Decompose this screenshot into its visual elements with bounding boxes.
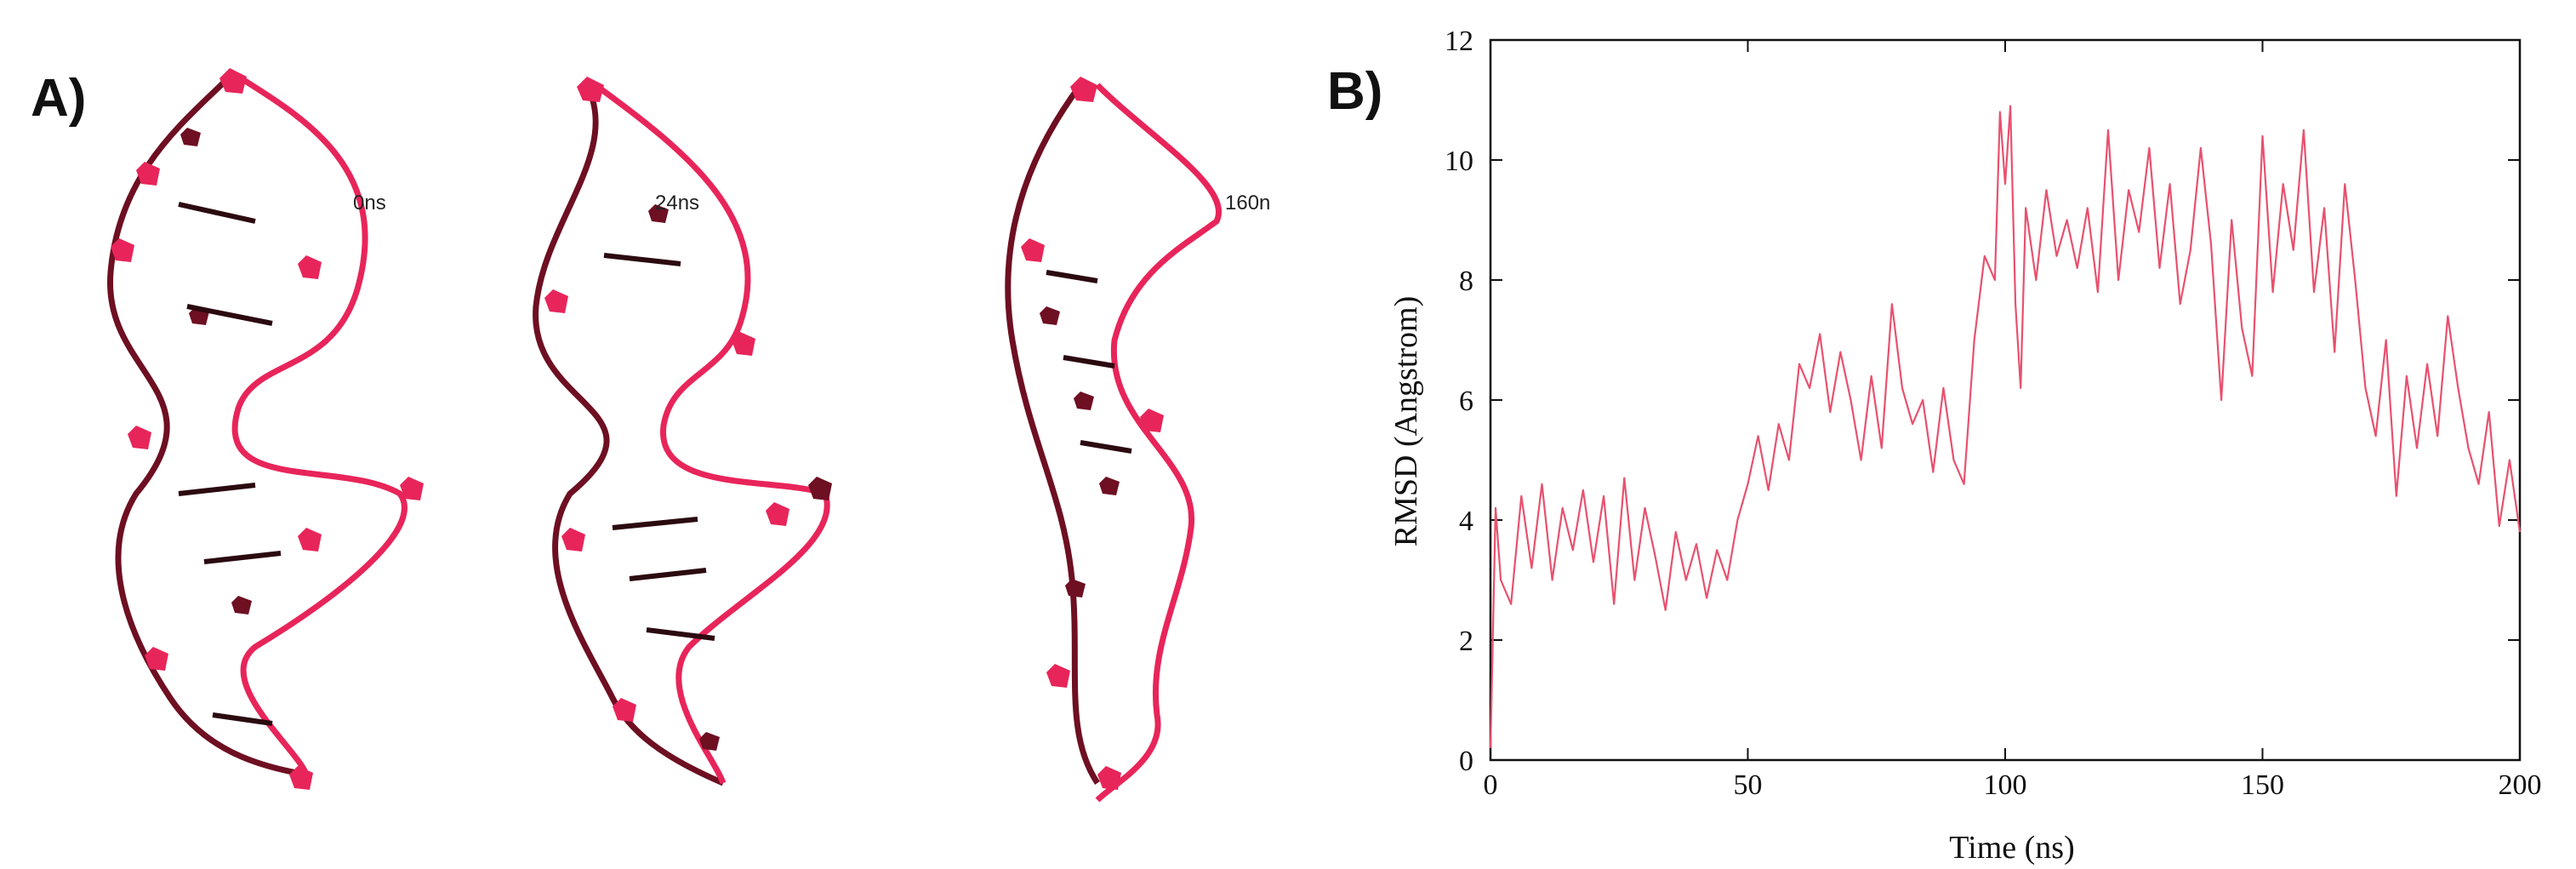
x-tick-label: 150: [2241, 769, 2284, 801]
rna-structure-24ns: [533, 77, 832, 786]
rmsd-chart: 0 50 100 150 200 0 2 4 6 8 10 12 Time (ns) RMSD (An…: [1388, 26, 2542, 866]
y-tick-label: 8: [1459, 266, 1473, 297]
panel-a-label: A): [31, 69, 87, 128]
x-tick-label: 100: [1984, 769, 2027, 801]
rna-structure-160ns: [1005, 77, 1222, 803]
y-tick-label: 4: [1459, 506, 1473, 537]
x-tick-label: 0: [1484, 769, 1498, 801]
x-tick-label: 50: [1734, 769, 1763, 801]
y-tick-label: 2: [1459, 626, 1473, 657]
y-axis-title: RMSD (Angstrom): [1388, 296, 1424, 547]
y-tick-label: 12: [1445, 26, 1473, 57]
y-tick-label: 10: [1445, 146, 1473, 177]
x-axis-title: Time (ns): [1949, 830, 2074, 866]
rmsd-series-line: [1489, 105, 2522, 748]
plot-area: [1489, 38, 2522, 762]
time-label-24ns: 24ns: [655, 192, 700, 214]
rna-structure-0ns: [107, 68, 424, 790]
y-tick-label: 6: [1459, 386, 1473, 417]
time-label-160n: 160n: [1225, 192, 1271, 214]
panel-b-label: B): [1327, 62, 1383, 121]
time-label-0ns: 0ns: [353, 192, 386, 214]
y-tick-label: 0: [1459, 746, 1473, 777]
x-tick-label: 200: [2499, 769, 2542, 801]
